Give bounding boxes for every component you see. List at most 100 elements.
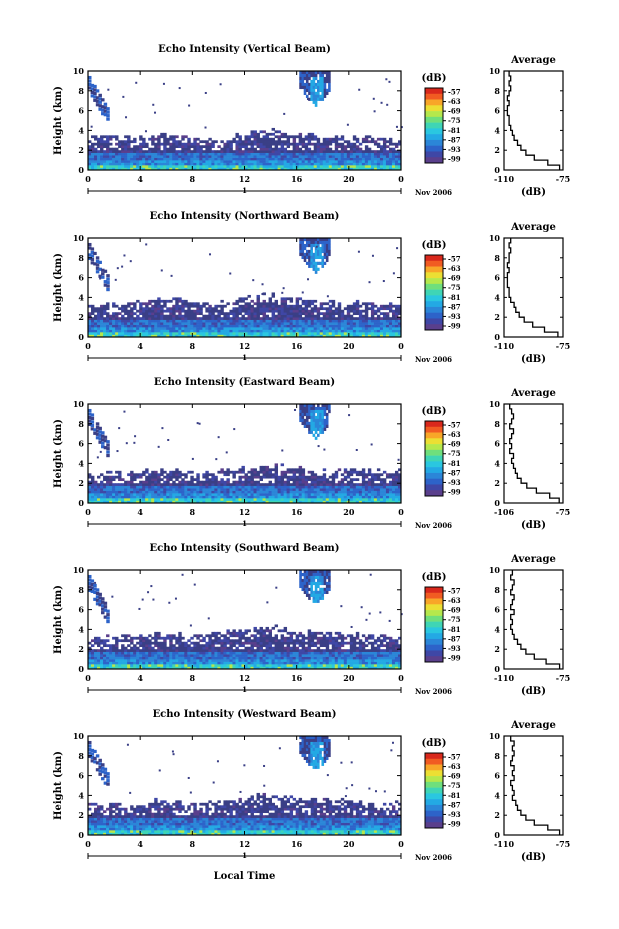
heatmap-cell xyxy=(106,483,110,486)
heatmap-cell xyxy=(328,162,333,166)
heatmap-cell xyxy=(382,314,387,318)
heatmap-cell xyxy=(253,132,257,136)
heatmap-cell xyxy=(121,639,125,643)
heatmap-cell xyxy=(314,418,318,423)
heatmap-cell xyxy=(328,252,331,257)
heatmap-cell xyxy=(322,490,327,494)
heatmap-cell xyxy=(271,495,275,499)
heatmap-cell xyxy=(211,155,215,158)
heatmap-cell xyxy=(277,135,282,139)
heatmap-cell xyxy=(298,150,303,153)
heatmap-cell xyxy=(115,312,119,316)
heatmap-cell xyxy=(151,664,155,667)
heatmap-cell xyxy=(220,332,224,335)
heatmap-cell xyxy=(130,155,134,158)
heatmap-cell xyxy=(364,150,369,153)
heatmap-cell xyxy=(277,307,282,311)
heatmap-cell xyxy=(265,167,269,171)
y-tick-label: 6 xyxy=(78,106,84,116)
heatmap-cell xyxy=(247,142,251,146)
heatmap-cell xyxy=(205,498,209,501)
heatmap-cell xyxy=(211,327,215,330)
heatmap-cell xyxy=(312,82,316,87)
heatmap-cell xyxy=(130,309,134,313)
heatmap-cell xyxy=(226,302,230,306)
heatmap-cell xyxy=(172,147,176,151)
heatmap-cell xyxy=(122,95,125,98)
heatmap-cell xyxy=(232,470,236,474)
heatmap-cell xyxy=(90,420,95,424)
heatmap-cell xyxy=(256,314,260,318)
heatmap-cell xyxy=(316,485,321,489)
heatmap-cell xyxy=(253,155,257,158)
heatmap-cell xyxy=(323,421,327,426)
heatmap-cell xyxy=(121,142,125,146)
heatmap-cell xyxy=(259,327,263,330)
heatmap-cell xyxy=(316,332,321,335)
heatmap-cell xyxy=(271,155,275,158)
heatmap-cell xyxy=(211,322,215,325)
heatmap-cell xyxy=(148,299,152,303)
heatmap-cell xyxy=(152,103,155,106)
heatmap-cell xyxy=(340,495,345,499)
heatmap-cell xyxy=(97,661,101,665)
heatmap-cell xyxy=(322,302,327,306)
heatmap-cell xyxy=(97,488,101,491)
colorbar-tick-label: -93 xyxy=(448,312,461,321)
heatmap-cell xyxy=(307,167,312,171)
heatmap-cell xyxy=(283,475,288,479)
heatmap-cell xyxy=(310,82,313,87)
heatmap-cell xyxy=(148,644,152,648)
heatmap-cell xyxy=(139,480,143,484)
heatmap-cell xyxy=(127,495,131,499)
heatmap-cell xyxy=(97,664,101,667)
heatmap-cell xyxy=(328,332,333,335)
heatmap-cell xyxy=(361,485,366,489)
heatmap-cell xyxy=(286,475,291,479)
heatmap-cell xyxy=(382,155,387,158)
heatmap-cell xyxy=(262,150,266,153)
heatmap-cell xyxy=(317,246,320,251)
heatmap-cell xyxy=(199,140,203,144)
heatmap-cell xyxy=(133,661,137,665)
heatmap-cell xyxy=(298,468,303,472)
heatmap-cell xyxy=(325,327,330,330)
heatmap-cell xyxy=(127,634,131,638)
heatmap-cell xyxy=(169,322,173,325)
heatmap-cell xyxy=(172,500,176,504)
heatmap-cell xyxy=(145,317,149,320)
heatmap-cell xyxy=(307,319,312,323)
heatmap-cell xyxy=(307,160,312,163)
heatmap-cell xyxy=(187,329,191,333)
heatmap-cell xyxy=(391,155,396,158)
heatmap-cell xyxy=(289,483,294,486)
heatmap-cell xyxy=(112,485,116,489)
heatmap-cell xyxy=(94,329,98,333)
heatmap-cell xyxy=(310,314,315,318)
heatmap-cell xyxy=(190,150,194,153)
heatmap-cell xyxy=(115,659,119,662)
heatmap-cell xyxy=(241,155,245,158)
heatmap-cell xyxy=(169,309,173,313)
heatmap-cell xyxy=(142,644,146,648)
heatmap-cell xyxy=(124,639,128,643)
heatmap-cell xyxy=(247,302,251,306)
heatmap-cell xyxy=(190,142,194,146)
heatmap-cell xyxy=(312,238,316,242)
heatmap-cell xyxy=(361,160,366,163)
heatmap-cell xyxy=(355,140,360,144)
heatmap-cell xyxy=(166,500,170,504)
heatmap-cell xyxy=(307,140,312,144)
heatmap-cell xyxy=(223,142,227,146)
heatmap-cell xyxy=(382,152,387,156)
heatmap-cell xyxy=(235,317,239,320)
heatmap-cell xyxy=(94,483,98,486)
heatmap-cell xyxy=(98,426,102,430)
heatmap-cell xyxy=(133,307,137,311)
heatmap-cell xyxy=(316,150,321,153)
heatmap-cell xyxy=(361,478,366,482)
heatmap-cell xyxy=(322,160,327,163)
heatmap-cell xyxy=(130,480,134,484)
heatmap-cell xyxy=(250,317,254,320)
heatmap-cell xyxy=(196,162,200,166)
